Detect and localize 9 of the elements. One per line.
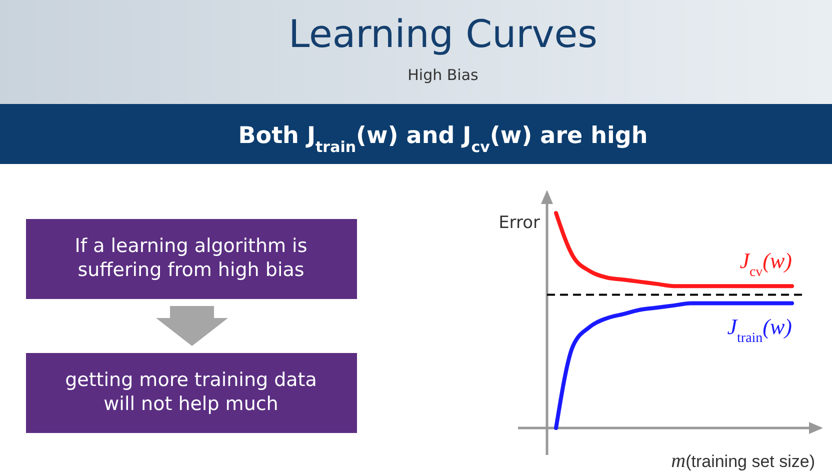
y-axis-title: Error [498,213,540,233]
series-label: J$_{train}$(w) [727,314,792,346]
x-axis-title: m(training set size) [671,450,815,472]
text: Both J$_{train}$(w) and J$_{cv}$(w) are high [238,123,648,156]
text: getting more training data will not help much [65,369,317,416]
text: If a learning algorithm is suffering from high bias [74,235,308,282]
chart-title: Learning Curves [288,12,598,56]
series-label: J$_{cv}$(w) [740,248,792,280]
chart-subtitle: High Bias [408,66,479,84]
